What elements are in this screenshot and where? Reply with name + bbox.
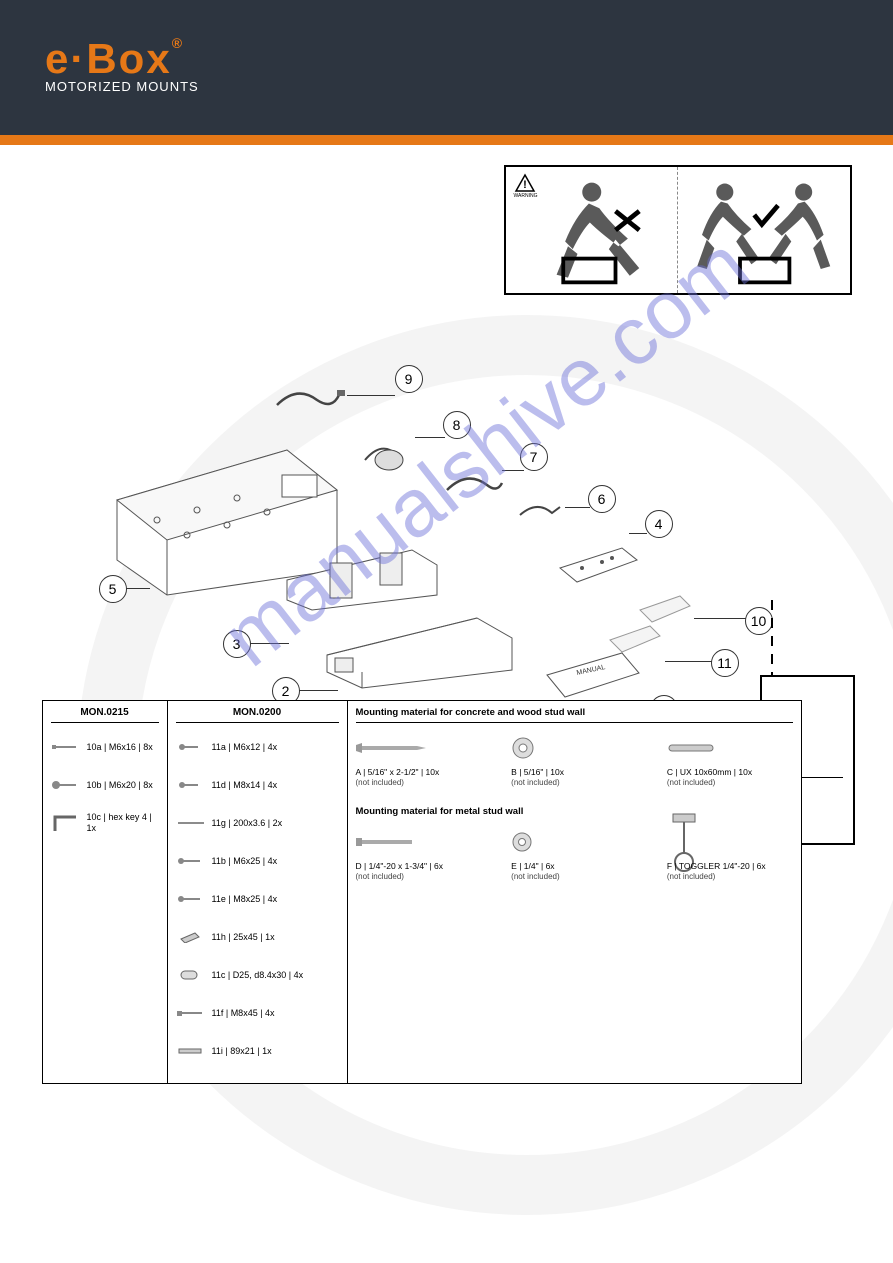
warning-correct: [678, 167, 850, 293]
hex-key-icon: [51, 814, 79, 832]
bracket-icon: [176, 1042, 204, 1060]
screw-icon: [51, 738, 79, 756]
screw-icon: [176, 890, 204, 908]
hw-item: 10c | hex key 4 | 1x: [51, 811, 159, 835]
warning-icon: ! WARNING: [514, 173, 538, 199]
brand-name: e·Box: [45, 35, 172, 82]
callout-4: 4: [645, 510, 673, 538]
section-title-metal: Mounting material for metal stud wall: [356, 806, 793, 817]
bolt-icon: [356, 827, 482, 857]
brand-reg: ®: [172, 35, 184, 51]
warning-wrong: ! WARNING: [506, 167, 679, 293]
hw-label: 11d | M8x14 | 4x: [212, 780, 339, 791]
mount-item: C | UX 10x60mm | 10x(not included): [667, 733, 793, 788]
hw-label: 11c | D25, d8.4x30 | 4x: [212, 970, 339, 981]
accent-bar: [0, 135, 893, 145]
table-col-mon0215: MON.0215 10a | M6x16 | 8x 10b | M6x20 | …: [43, 701, 168, 1083]
callout-7: 7: [520, 443, 548, 471]
callout-8: 8: [443, 411, 471, 439]
mount-label: A | 5/16" x 2-1/2" | 10x(not included): [356, 767, 482, 788]
mount-item: D | 1/4"-20 x 1-3/4" | 6x(not included): [356, 827, 482, 882]
hw-label: 10c | hex key 4 | 1x: [87, 812, 159, 834]
hw-label: 11b | M6x25 | 4x: [212, 856, 339, 867]
spacer-icon: [176, 966, 204, 984]
hw-label: 11f | M8x45 | 4x: [212, 1008, 339, 1019]
washer-icon: [511, 827, 637, 857]
warning-label: WARNING: [514, 193, 538, 199]
hw-item: 11b | M6x25 | 4x: [176, 849, 339, 873]
callout-9: 9: [395, 365, 423, 393]
table-col-mon0200: MON.0200 11a | M6x12 | 4x 11d | M8x14 | …: [168, 701, 348, 1083]
callout-6: 6: [588, 485, 616, 513]
pad-icon: [176, 928, 204, 946]
mount-label: B | 5/16" | 10x(not included): [511, 767, 637, 788]
mount-metal-row: D | 1/4"-20 x 1-3/4" | 6x(not included) …: [356, 827, 793, 882]
hw-item: 11a | M6x12 | 4x: [176, 735, 339, 759]
screw-icon: [176, 738, 204, 756]
hw-label: 11h | 25x45 | 1x: [212, 932, 339, 943]
leader-line: [565, 507, 590, 508]
hw-item: 10a | M6x16 | 8x: [51, 735, 159, 759]
leader-line: [415, 437, 445, 438]
hw-label: 11a | M6x12 | 4x: [212, 742, 339, 753]
lag-screw-icon: [356, 733, 482, 763]
part-9-cable: [267, 380, 347, 420]
leader-line: [125, 588, 150, 589]
hw-label: 11i | 89x21 | 1x: [212, 1046, 339, 1057]
hw-item: 10b | M6x20 | 8x: [51, 773, 159, 797]
mount-concrete-row: A | 5/16" x 2-1/2" | 10x(not included) B…: [356, 733, 793, 788]
part-6-cable: [512, 495, 567, 530]
mount-item: E | 1/4" | 6x(not included): [511, 827, 637, 882]
mount-label: D | 1/4"-20 x 1-3/4" | 6x(not included): [356, 861, 482, 882]
two-person-lift-icon: [682, 175, 846, 289]
brand-subtitle: MOTORIZED MOUNTS: [45, 79, 893, 94]
part-7-cable: [437, 465, 507, 505]
warning-panel: ! WARNING: [504, 165, 852, 295]
hw-item: 11f | M8x45 | 4x: [176, 1001, 339, 1025]
hw-label: 11e | M8x25 | 4x: [212, 894, 339, 905]
part-4-plate: [552, 540, 642, 590]
part-8-remote: [357, 430, 417, 475]
mount-item: B | 5/16" | 10x(not included): [511, 733, 637, 788]
leader-line: [629, 533, 647, 534]
mount-item: A | 5/16" x 2-1/2" | 10x(not included): [356, 733, 482, 788]
hw-item: 11g | 200x3.6 | 2x: [176, 811, 339, 835]
svg-text:!: !: [523, 179, 527, 191]
mount-label: C | UX 10x60mm | 10x(not included): [667, 767, 793, 788]
screw-icon: [51, 776, 79, 794]
hw-item: 11i | 89x21 | 1x: [176, 1039, 339, 1063]
hw-item: 11c | D25, d8.4x30 | 4x: [176, 963, 339, 987]
leader-line: [347, 395, 395, 396]
page-header: e·Box® MOTORIZED MOUNTS: [0, 0, 893, 135]
mount-label: E | 1/4" | 6x(not included): [511, 861, 637, 882]
table-col-mounting: Mounting material for concrete and wood …: [348, 701, 801, 1083]
washer-icon: [511, 733, 637, 763]
bolt-icon: [176, 1004, 204, 1022]
hw-label: 11g | 200x3.6 | 2x: [212, 818, 339, 829]
hw-label: 10b | M6x20 | 8x: [87, 780, 159, 791]
anchor-icon: [667, 733, 793, 763]
leader-line: [502, 470, 524, 471]
screw-icon: [176, 776, 204, 794]
hw-item: 11h | 25x45 | 1x: [176, 925, 339, 949]
section-title-concrete: Mounting material for concrete and wood …: [356, 707, 793, 723]
hw-item: 11e | M8x25 | 4x: [176, 887, 339, 911]
callout-5: 5: [99, 575, 127, 603]
screw-icon: [176, 852, 204, 870]
cable-tie-icon: [176, 814, 204, 832]
hardware-table: MON.0215 10a | M6x16 | 8x 10b | M6x20 | …: [42, 700, 802, 1084]
brand-logo: e·Box®: [45, 35, 893, 83]
hw-item: 11d | M8x14 | 4x: [176, 773, 339, 797]
hw-label: 10a | M6x16 | 8x: [87, 742, 159, 753]
toggler-icon: [667, 827, 793, 857]
mount-item: F | TOGGLER 1/4"-20 | 6x(not included): [667, 827, 793, 882]
col1-header: MON.0215: [51, 707, 159, 723]
mount-label: F | TOGGLER 1/4"-20 | 6x(not included): [667, 861, 793, 882]
col2-header: MON.0200: [176, 707, 339, 723]
page-content: manualshive.com ! WARNING: [27, 145, 867, 1084]
